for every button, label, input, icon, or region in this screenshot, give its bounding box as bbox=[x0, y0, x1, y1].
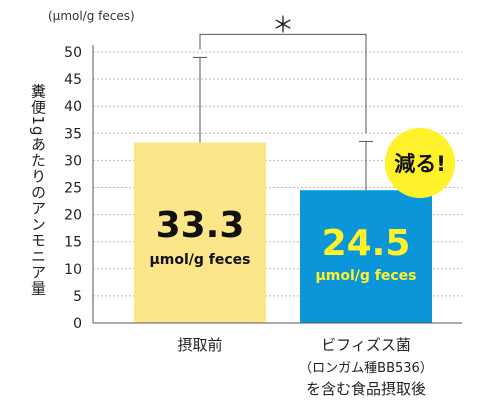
y-tick-label: 10 bbox=[64, 262, 82, 278]
x-category-labels: 摂取前 ビフィズス菌 （ロンガム種BB536） を含む食品摂取後 bbox=[177, 336, 432, 398]
bars bbox=[134, 142, 432, 323]
significance-bracket: ＊ bbox=[199, 13, 367, 134]
badge-text: 減る! bbox=[394, 152, 446, 176]
y-tick-label: 25 bbox=[64, 181, 82, 197]
error-bars bbox=[193, 56, 373, 191]
x-category-label: （ロンガム種BB536） bbox=[299, 360, 433, 376]
y-tick-label: 5 bbox=[73, 289, 82, 305]
significance-marker: ＊ bbox=[272, 13, 294, 38]
value-label: 24.5 bbox=[322, 223, 411, 264]
decrease-badge: 減る! bbox=[385, 128, 455, 198]
value-unit-label: μmol/g feces bbox=[149, 252, 250, 268]
bar bbox=[300, 190, 432, 323]
y-tick-labels: 0 5 10 15 20 25 30 35 40 45 50 bbox=[64, 45, 82, 332]
x-category-label: ビフィズス菌 bbox=[321, 336, 411, 354]
value-unit-label: μmol/g feces bbox=[315, 268, 416, 284]
value-label: 33.3 bbox=[156, 205, 245, 246]
y-tick-label: 20 bbox=[64, 208, 82, 224]
x-category-label: 摂取前 bbox=[177, 336, 222, 354]
y-tick-label: 40 bbox=[64, 99, 82, 115]
y-tick-label: 50 bbox=[64, 45, 82, 61]
y-tick-label: 35 bbox=[64, 126, 82, 142]
y-tick-label: 15 bbox=[64, 235, 82, 251]
axes bbox=[92, 45, 462, 324]
y-axis-label: 糞便1gあたりのアンモニア量 bbox=[29, 83, 47, 296]
bar bbox=[134, 142, 266, 323]
y-tick-label: 0 bbox=[73, 316, 82, 332]
value-labels: 33.3 μmol/g feces 24.5 μmol/g feces bbox=[149, 205, 416, 284]
bracket-line bbox=[199, 33, 367, 134]
y-tick-label: 45 bbox=[64, 72, 82, 88]
badge-circle bbox=[385, 128, 455, 198]
y-tick-label: 30 bbox=[64, 153, 82, 169]
unit-label: (μmol/g feces) bbox=[48, 9, 135, 23]
x-category-label: を含む食品摂取後 bbox=[306, 380, 426, 398]
